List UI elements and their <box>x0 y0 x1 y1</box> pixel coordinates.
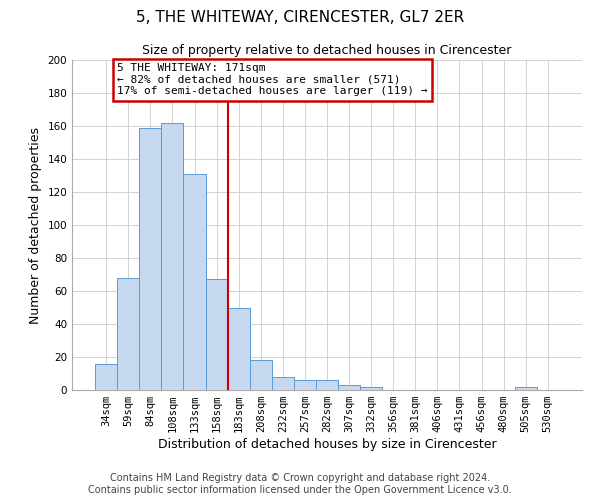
Text: 5, THE WHITEWAY, CIRENCESTER, GL7 2ER: 5, THE WHITEWAY, CIRENCESTER, GL7 2ER <box>136 10 464 25</box>
Bar <box>95 364 117 390</box>
Bar <box>161 122 184 390</box>
Title: Size of property relative to detached houses in Cirencester: Size of property relative to detached ho… <box>142 44 512 58</box>
Bar <box>206 280 227 390</box>
Text: 5 THE WHITEWAY: 171sqm
← 82% of detached houses are smaller (571)
17% of semi-de: 5 THE WHITEWAY: 171sqm ← 82% of detached… <box>117 64 428 96</box>
Bar <box>139 128 161 390</box>
X-axis label: Distribution of detached houses by size in Cirencester: Distribution of detached houses by size … <box>158 438 496 451</box>
Bar <box>117 278 139 390</box>
Bar <box>184 174 206 390</box>
Bar <box>360 386 382 390</box>
Bar <box>338 385 360 390</box>
Bar <box>250 360 272 390</box>
Bar <box>515 386 537 390</box>
Y-axis label: Number of detached properties: Number of detached properties <box>29 126 42 324</box>
Text: Contains HM Land Registry data © Crown copyright and database right 2024.
Contai: Contains HM Land Registry data © Crown c… <box>88 474 512 495</box>
Bar <box>227 308 250 390</box>
Bar <box>316 380 338 390</box>
Bar <box>272 377 294 390</box>
Bar <box>294 380 316 390</box>
